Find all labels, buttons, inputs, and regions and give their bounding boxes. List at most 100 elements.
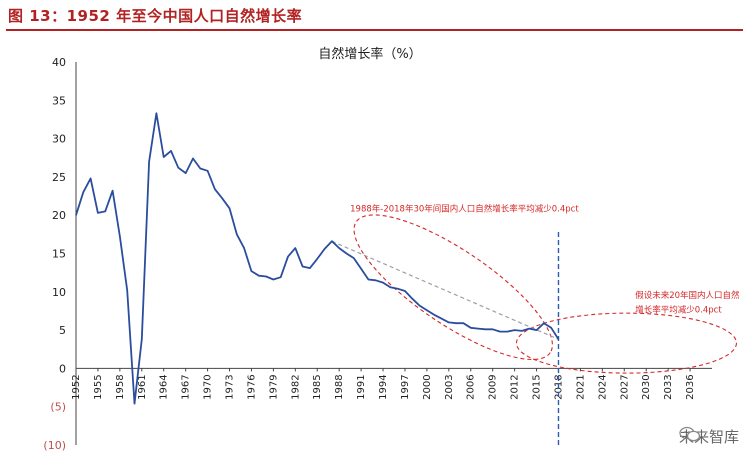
data-point — [280, 276, 282, 278]
x-tick-label: 1967 — [181, 374, 192, 399]
data-point — [411, 298, 413, 300]
x-tick-label: 1979 — [268, 374, 279, 399]
data-point — [111, 190, 114, 192]
x-tick-label: 2006 — [466, 374, 477, 399]
title-rule — [6, 29, 743, 31]
data-point — [302, 265, 304, 268]
x-tick-label: 2027 — [619, 374, 630, 399]
y-axis: 40 35 30 25 20 15 10 5 0 (5) (10) — [43, 56, 77, 452]
x-tick-label: 1973 — [225, 374, 236, 399]
y-tick-label: 25 — [52, 171, 66, 184]
data-point — [323, 248, 326, 250]
projection-ellipse — [515, 312, 738, 374]
y-tick-label: 30 — [52, 133, 66, 146]
data-point — [528, 327, 530, 330]
y-tick-label: (5) — [50, 401, 66, 414]
x-tick-label: 1976 — [246, 374, 257, 399]
y-tick-label: 10 — [52, 286, 66, 299]
data-point — [214, 188, 216, 190]
data-point — [557, 338, 560, 340]
data-point — [294, 247, 296, 249]
data-point — [170, 150, 172, 152]
x-tick-label: 1988 — [334, 374, 345, 399]
data-point — [236, 233, 238, 235]
data-point — [492, 328, 494, 330]
y-tick-label: 15 — [52, 248, 66, 261]
data-point — [265, 275, 267, 278]
annotations: 1988年-2018年30年间国内人口自然增长率平均减少0.4pct 假设未来20… — [350, 203, 740, 315]
data-point — [470, 327, 472, 329]
x-tick-label: 1964 — [159, 374, 170, 399]
x-tick-label: 1970 — [203, 374, 214, 399]
data-point — [418, 304, 421, 307]
x-tick-label: 1958 — [115, 374, 126, 399]
y-tick-label: (10) — [43, 439, 66, 452]
data-point — [133, 403, 136, 405]
data-point — [177, 167, 179, 169]
data-point — [499, 331, 501, 333]
data-point — [243, 247, 245, 249]
x-tick-label: 1952 — [71, 374, 82, 399]
data-point — [550, 327, 552, 329]
data-point — [163, 156, 165, 158]
y-tick-label: 0 — [59, 362, 66, 375]
annotation-text: 1988年-2018年30年间国内人口自然增长率平均减少0.4pct — [350, 203, 579, 214]
x-tick-label: 1955 — [93, 374, 104, 399]
annotation-text: 增长率平均减少0.4pct — [635, 304, 722, 315]
x-tick-label: 2021 — [575, 374, 586, 399]
data-point — [353, 257, 355, 259]
data-point — [375, 279, 377, 281]
y-tick-label: 35 — [52, 94, 66, 107]
data-point — [404, 290, 406, 292]
x-tick-label: 1982 — [290, 374, 301, 399]
x-tick-label: 2012 — [510, 374, 521, 399]
data-point — [287, 255, 289, 258]
data-point — [316, 258, 318, 260]
y-tick-label: 5 — [59, 324, 66, 337]
data-point — [484, 328, 486, 330]
data-point — [360, 268, 362, 270]
x-tick-label: 2030 — [641, 374, 652, 399]
data-point — [272, 278, 274, 281]
data-point — [82, 191, 84, 193]
x-tick-label: 1985 — [312, 374, 323, 399]
data-point — [426, 309, 428, 311]
data-point — [126, 289, 128, 291]
data-point — [119, 236, 121, 238]
x-tick-label: 1961 — [137, 374, 148, 399]
data-point — [345, 252, 348, 255]
data-point — [75, 214, 77, 216]
data-point — [367, 278, 370, 281]
data-point — [506, 331, 508, 333]
data-point — [535, 329, 538, 331]
data-point — [309, 267, 311, 269]
data-point — [543, 322, 545, 324]
watermark: 未来智库 — [679, 426, 739, 447]
data-point — [141, 338, 143, 340]
trend-line — [331, 240, 559, 340]
data-point — [221, 197, 223, 199]
data-point — [514, 329, 516, 331]
x-tick-label: 2000 — [422, 374, 433, 399]
data-point — [185, 172, 187, 174]
chart-title: 自然增长率（%） — [318, 46, 421, 62]
data-point — [90, 177, 92, 180]
x-tick-label: 1994 — [378, 374, 389, 399]
x-tick-label: 2009 — [488, 374, 499, 399]
x-axis: 1952 1955 1958 1961 1964 1967 1970 1973 1976 1979… — [71, 367, 712, 400]
y-tick-label: 40 — [52, 56, 66, 69]
data-point — [338, 247, 340, 249]
data-point — [192, 157, 194, 160]
data-point — [440, 318, 443, 320]
series-layer — [75, 112, 560, 405]
historical-decline-ellipse — [353, 214, 553, 361]
data-point — [433, 314, 435, 316]
data-point — [250, 270, 253, 272]
x-tick-label: 2033 — [663, 374, 674, 399]
data-point — [148, 160, 150, 163]
data-point — [448, 321, 450, 324]
data-point — [331, 240, 333, 242]
figure-title: 图 13：1952 年至今中国人口自然增长率 — [8, 7, 303, 25]
x-tick-label: 1991 — [356, 374, 367, 399]
